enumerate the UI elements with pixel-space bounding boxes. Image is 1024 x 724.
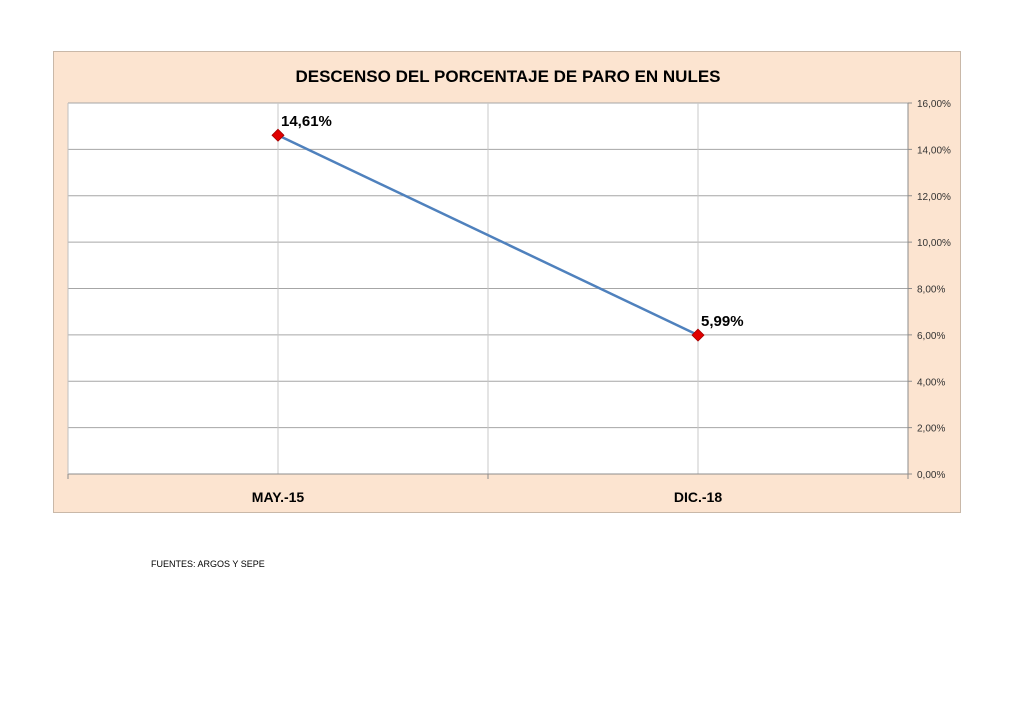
y-tick-label: 8,00%: [917, 285, 945, 296]
y-tick-label: 16,00%: [917, 99, 951, 110]
x-category-label: DIC.-18: [674, 489, 722, 505]
y-tick-label: 4,00%: [917, 377, 945, 388]
chart-container: DESCENSO DEL PORCENTAJE DE PARO EN NULES…: [53, 51, 961, 513]
data-point-marker: [271, 128, 285, 142]
y-tick-label: 14,00%: [917, 145, 951, 156]
line-chart: DESCENSO DEL PORCENTAJE DE PARO EN NULES…: [67, 67, 951, 505]
x-axis-category-labels: MAY.-15 DIC.-18: [252, 489, 723, 505]
series-line: [277, 134, 699, 337]
y-tick-label: 6,00%: [917, 331, 945, 342]
data-label: 14,61%: [281, 113, 332, 130]
axes: [67, 102, 912, 479]
data-series: [271, 128, 705, 342]
chart-title: DESCENSO DEL PORCENTAJE DE PARO EN NULES: [295, 67, 720, 86]
y-tick-label: 0,00%: [917, 470, 945, 481]
y-tick-label: 2,00%: [917, 424, 945, 435]
data-labels: 14,61% 5,99%: [281, 113, 744, 330]
data-point-marker: [691, 328, 705, 342]
x-category-label: MAY.-15: [252, 489, 305, 505]
y-tick-label: 12,00%: [917, 192, 951, 203]
data-label: 5,99%: [701, 313, 744, 330]
y-tick-label: 10,00%: [917, 238, 951, 249]
source-note: FUENTES: ARGOS Y SEPE: [151, 559, 265, 569]
y-axis-tick-labels: 0,00% 2,00% 4,00% 6,00% 8,00% 10,00% 12,00% 14,…: [917, 99, 951, 481]
